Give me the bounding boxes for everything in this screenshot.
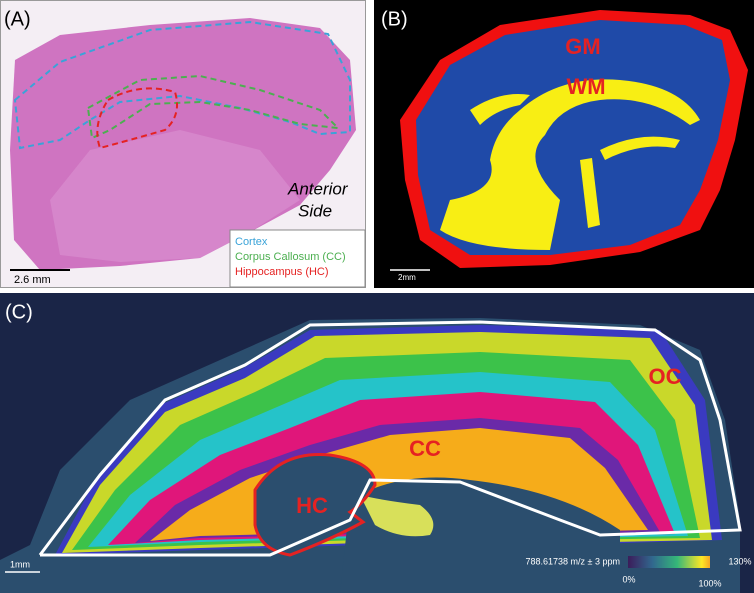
scale-label: 1mm	[10, 559, 30, 569]
colorbar-title: 788.61738 m/z ± 3 ppm	[526, 556, 621, 566]
panel-b: (B) GM WM 2mm	[374, 0, 754, 288]
legend-entry: Cortex	[235, 236, 268, 248]
oc-outline	[38, 320, 742, 557]
scale-label: 2mm	[398, 273, 416, 282]
panel-c: (C) OC CC HC 1mm 788.61738 m/z ± 3 ppm 0…	[0, 293, 754, 593]
colorbar	[628, 556, 710, 568]
colorbar-tick: 130%	[728, 556, 751, 566]
colorbar-tick: 100%	[698, 578, 721, 588]
panel-label: (B)	[381, 8, 408, 30]
wm-region	[580, 158, 600, 228]
tissue-light	[50, 130, 300, 262]
region-label: CC	[409, 436, 441, 461]
scale-label: 2.6 mm	[14, 274, 51, 286]
legend-entry: Corpus Callosum (CC)	[235, 251, 346, 263]
annotation: Anterior	[287, 179, 349, 198]
panel-label: (A)	[4, 8, 31, 30]
wm-region	[440, 79, 700, 250]
panel-a: (A) Anterior Side Cortex Corpus Callosum…	[0, 0, 366, 288]
cortex-outline	[13, 20, 351, 150]
bright-region	[360, 495, 434, 537]
legend-box	[229, 229, 366, 288]
wm-region	[470, 94, 530, 125]
region-label: HC	[296, 493, 328, 518]
annotation: Side	[298, 201, 332, 220]
hc-outline	[96, 87, 178, 150]
wm-region	[600, 136, 680, 160]
colorbar-tick: 0%	[622, 574, 635, 584]
region-label: OC	[649, 364, 682, 389]
legend-entry: Hippocampus (HC)	[235, 266, 329, 278]
region-label: GM	[565, 34, 600, 59]
region-label: WM	[566, 74, 605, 99]
panel-label: (C)	[5, 301, 33, 323]
hc-outline	[253, 452, 377, 557]
